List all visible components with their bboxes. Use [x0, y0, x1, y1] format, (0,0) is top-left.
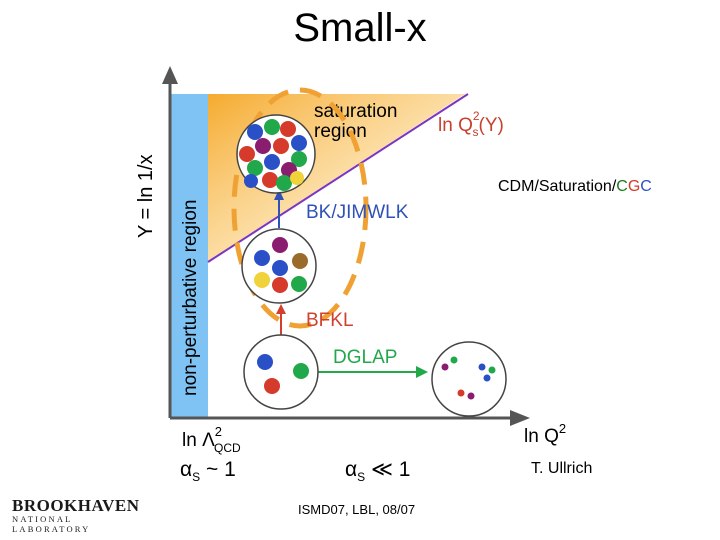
- slide-title: Small-x: [293, 6, 427, 50]
- x-origin-label-base: ln Λ: [182, 430, 215, 451]
- saturation-scale-tail: (Y): [479, 115, 504, 136]
- saturation-scale-sub: s: [473, 125, 479, 139]
- hadron-saturated: [236, 114, 316, 194]
- strong-coupling-tail: ~ 1: [200, 458, 236, 481]
- brookhaven-logo: BROOKHAVEN NATIONAL LABORATORY: [12, 496, 148, 534]
- strong-coupling-sub: S: [192, 470, 200, 484]
- y-axis-label: Y = ln 1/x: [135, 154, 157, 238]
- saturation-scale-sup: 2: [473, 109, 480, 123]
- nonperturbative-band: [170, 94, 208, 418]
- strong-coupling-label: αS ~ 1: [180, 458, 236, 484]
- footer-text: ISMD07, LBL, 08/07: [298, 502, 416, 517]
- dglap-arrowhead: [416, 366, 428, 378]
- saturation-label-line1: saturation: [314, 101, 397, 122]
- dglap-label: DGLAP: [333, 347, 397, 368]
- hadron-dilute: [243, 334, 319, 410]
- author-credit: T. Ullrich: [531, 460, 593, 477]
- x-axis-label-base: ln Q: [524, 426, 559, 447]
- x-axis-label-sup: 2: [559, 421, 566, 436]
- hadron-intermediate: [241, 228, 317, 304]
- x-axis-arrowhead: [510, 410, 530, 426]
- x-origin-label-sup: 2: [215, 424, 222, 439]
- saturation-boundary-line: [207, 93, 469, 263]
- bfkl-label: BFKL: [306, 310, 354, 331]
- cgc-letter-c2: C: [640, 178, 652, 195]
- strong-coupling-base: α: [180, 458, 192, 481]
- weak-coupling-label: αS ≪ 1: [345, 458, 411, 484]
- weak-coupling-base: α: [345, 458, 357, 481]
- x-origin-label-sub: QCD: [214, 441, 241, 455]
- dashed-highlight-ellipse: [231, 87, 369, 329]
- nonperturbative-label: non-perturbative region: [180, 200, 201, 396]
- bk-jimwlk-label: BK/JIMWLK: [306, 202, 409, 223]
- weak-coupling-sub: S: [357, 470, 365, 484]
- saturation-scale-label: ln Q2 s(Y): [438, 109, 504, 139]
- cgc-annotation: CDM/Saturation/CGC: [498, 178, 652, 196]
- cgc-annotation-prefix: CDM/Saturation/: [498, 178, 617, 195]
- cgc-letter-c1: C: [616, 178, 628, 195]
- y-axis-arrowhead: [162, 66, 178, 84]
- hadron-resolved: [431, 341, 507, 417]
- bfkl-arrowhead: [276, 304, 286, 314]
- logo-subtitle: NATIONAL LABORATORY: [12, 514, 91, 534]
- cgc-letter-g: G: [627, 178, 641, 195]
- saturation-label-line2: region: [314, 121, 367, 142]
- logo-name: BROOKHAVEN: [12, 496, 140, 515]
- x-axis-label: ln Q2: [524, 421, 566, 447]
- saturation-scale-base: ln Q: [438, 115, 473, 136]
- bk-jimwlk-arrowhead: [274, 189, 284, 200]
- x-origin-label: ln Λ2 QCD: [182, 424, 241, 455]
- weak-coupling-tail: ≪ 1: [365, 458, 410, 481]
